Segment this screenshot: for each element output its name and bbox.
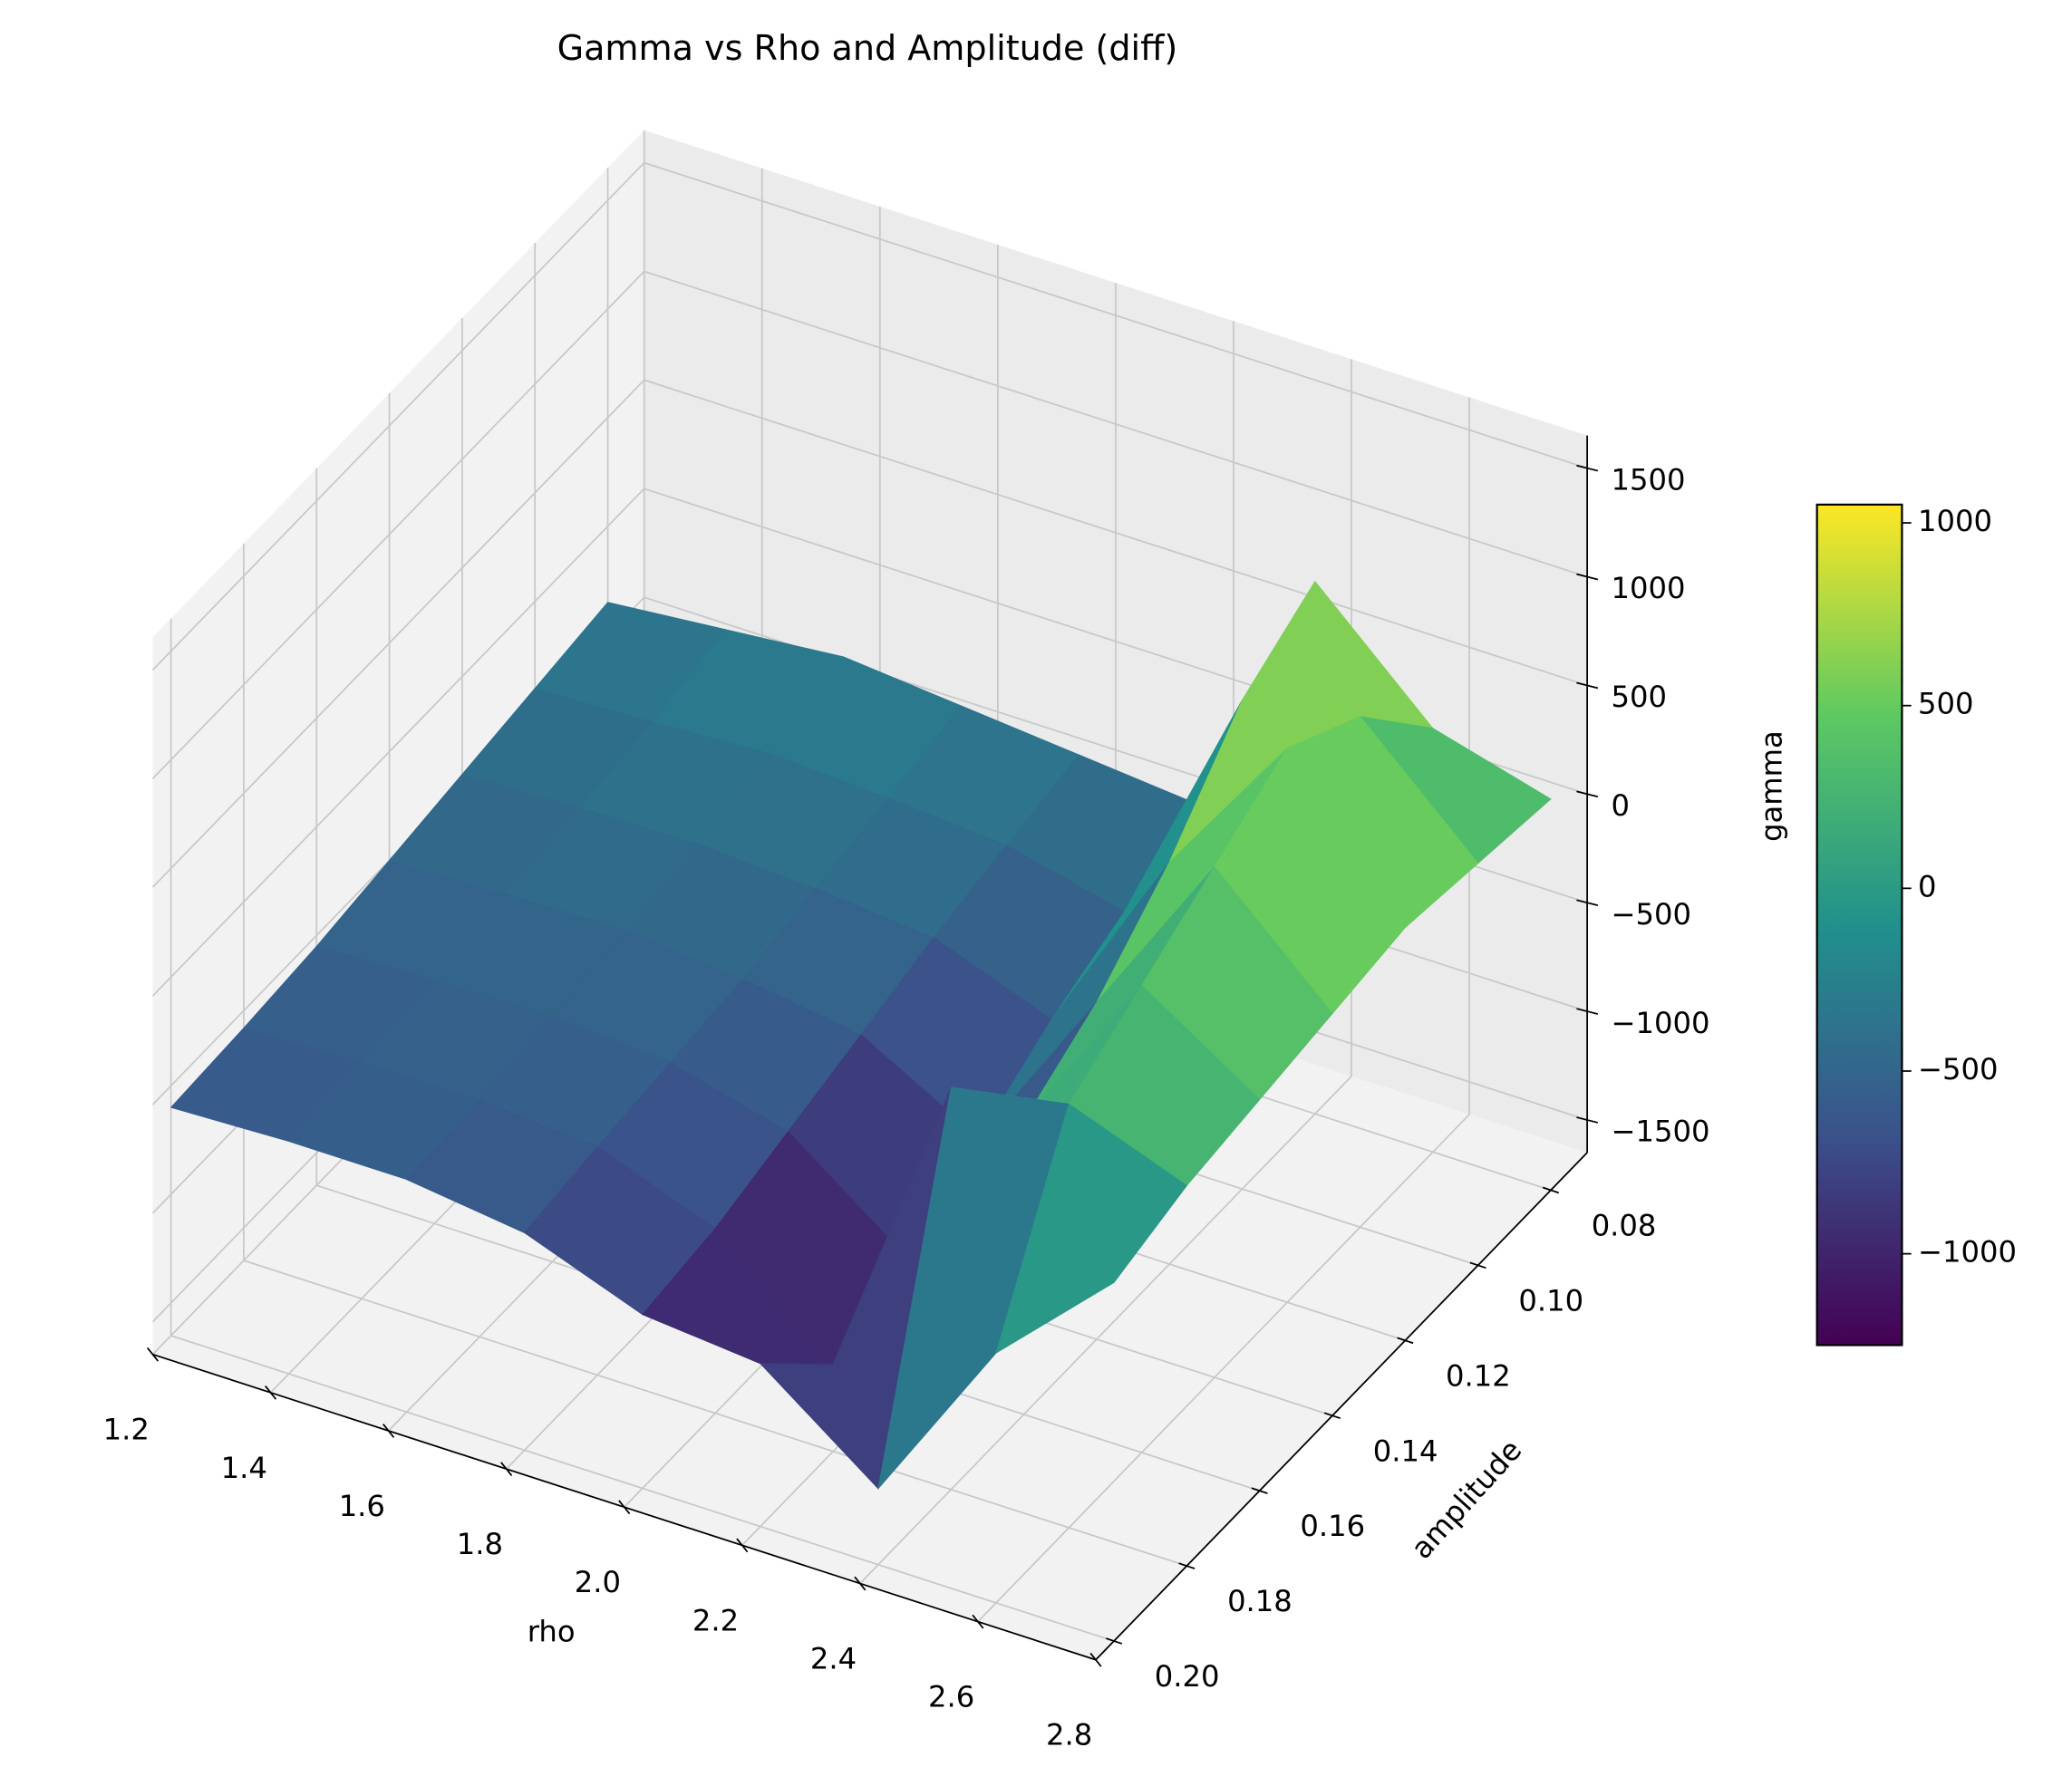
colorbar-tick-label: 1000 (1918, 504, 1992, 538)
grid-line (151, 379, 645, 888)
x-tick (500, 1462, 513, 1476)
colorbar: −1000 −500 0 500 1000 (1815, 503, 2017, 1347)
y-tick (1469, 1261, 1486, 1270)
y-tick-label: 0.14 (1373, 1434, 1438, 1468)
grid-line (644, 161, 1588, 469)
surface (169, 580, 1552, 1491)
colorbar-scale (1815, 503, 1903, 1347)
grid-line (151, 270, 645, 779)
grid-line (243, 1260, 1187, 1567)
x-tick (618, 1500, 631, 1515)
y-tick (1105, 1637, 1123, 1645)
x-tick-label: 2.6 (928, 1680, 974, 1714)
y-axis-line (1095, 1152, 1588, 1661)
y-tick (1251, 1487, 1268, 1494)
z-tick (1576, 573, 1599, 581)
z-tick (1576, 899, 1599, 907)
grid-line (977, 1114, 1470, 1623)
colorbar-tick-label: 0 (1918, 869, 1937, 903)
colorbar-tick-label: 500 (1918, 687, 1974, 721)
x-tick-label: 2.0 (575, 1565, 621, 1599)
chart-title: Gamma vs Rho and Amplitude (diff) (557, 28, 1178, 68)
x-tick-label: 1.4 (221, 1451, 267, 1485)
x-tick (972, 1614, 984, 1629)
grid-line (170, 1335, 1115, 1642)
x-tick-label: 2.2 (692, 1603, 739, 1637)
z-tick-label: −1500 (1612, 1115, 1710, 1149)
x-tick (1089, 1652, 1102, 1667)
y-tick (1178, 1562, 1196, 1569)
y-tick-label: 0.16 (1300, 1509, 1365, 1543)
x-tick (265, 1385, 277, 1400)
surface-face (995, 1103, 1187, 1355)
y-tick (1323, 1412, 1341, 1420)
y-tick-label: 0.10 (1518, 1283, 1583, 1318)
x-tick (146, 1347, 160, 1362)
z-tick (1576, 1116, 1599, 1124)
x-tick-label: 1.2 (103, 1413, 150, 1447)
colorbar-tick-label: −500 (1918, 1052, 1999, 1086)
grid-line (859, 1076, 1352, 1585)
z-tick (1576, 681, 1599, 690)
axes: 1.2 1.4 1.6 1.8 2.0 2.2 2.4 2.6 2.8 0.08 0.10 0.12 0… (103, 435, 1710, 1752)
z-tick-label: −500 (1612, 897, 1691, 932)
colorbar-tick-label: −1000 (1918, 1235, 2017, 1270)
z-tick (1576, 464, 1599, 472)
x-tick-label: 2.4 (810, 1641, 857, 1675)
y-tick-label: 0.18 (1227, 1584, 1293, 1618)
grid-line (644, 379, 1588, 687)
z-tick-label: −1000 (1612, 1006, 1710, 1040)
y-tick (1542, 1186, 1560, 1194)
y-tick-label: 0.12 (1446, 1358, 1511, 1393)
y-tick-label: 0.20 (1155, 1659, 1220, 1694)
x-axis-label: rho (528, 1614, 576, 1648)
z-tick (1576, 1008, 1599, 1015)
z-tick-label: 1000 (1612, 571, 1686, 605)
y-tick-label: 0.08 (1592, 1208, 1657, 1242)
x-tick (382, 1424, 395, 1438)
x-tick-label: 2.8 (1046, 1718, 1092, 1752)
y-tick (1397, 1337, 1414, 1345)
x-tick-label: 1.6 (339, 1489, 385, 1523)
grid-line (151, 488, 645, 997)
z-tick-label: 1500 (1612, 462, 1686, 497)
grid-line (644, 270, 1588, 578)
x-tick-label: 1.8 (457, 1527, 503, 1561)
z-tick-label: 500 (1612, 680, 1668, 714)
x-tick (736, 1538, 749, 1553)
z-tick (1576, 790, 1599, 798)
x-tick (854, 1576, 867, 1591)
z-tick-label: 0 (1612, 788, 1631, 823)
z-axis-label: gamma (1754, 730, 1788, 842)
grid-line (151, 161, 645, 671)
